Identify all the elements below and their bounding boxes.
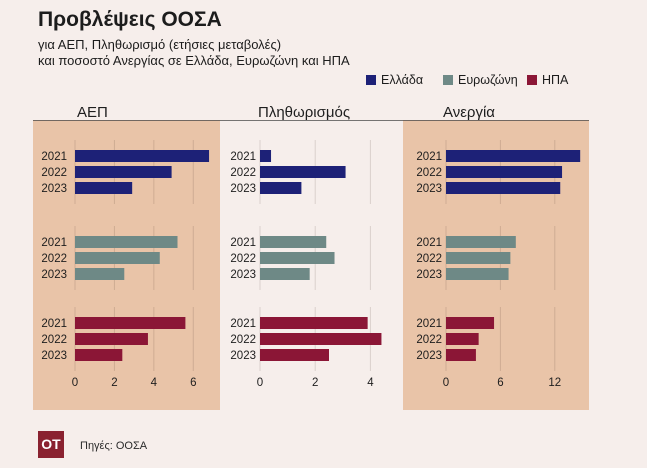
chart-subtitle-line-1: για ΑΕΠ, Πληθωρισμό (ετήσιες μεταβολές) [38, 37, 282, 52]
bar-gdp-usa-2023 [75, 349, 123, 361]
bar-inflation-usa-2023 [260, 349, 329, 361]
panel-title-gdp: ΑΕΠ [77, 104, 108, 121]
year-label: 2021 [230, 151, 256, 163]
tick-label: 12 [548, 377, 561, 389]
legend-label-greece: Ελλάδα [381, 73, 424, 87]
year-label: 2021 [41, 318, 67, 330]
year-label: 2023 [416, 269, 442, 281]
bar-inflation-usa-2022 [260, 333, 382, 345]
tick-label: 4 [151, 377, 158, 389]
year-label: 2022 [230, 167, 256, 179]
bar-gdp-eurozone-2021 [75, 236, 178, 248]
tick-label: 4 [367, 377, 374, 389]
panel-background-gdp [33, 120, 220, 410]
bar-inflation-eurozone-2022 [260, 252, 335, 264]
year-label: 2023 [41, 183, 67, 195]
legend-item-usa: ΗΠΑ [527, 72, 568, 88]
year-label: 2021 [230, 318, 256, 330]
bar-inflation-greece-2021 [260, 150, 272, 162]
panel-title-inflation: Πληθωρισμός [258, 104, 350, 121]
year-label: 2021 [416, 237, 442, 249]
year-label: 2022 [416, 334, 442, 346]
bar-unemployment-usa-2021 [446, 317, 495, 329]
bar-gdp-eurozone-2023 [75, 268, 125, 280]
legend-swatch-eurozone [443, 75, 453, 85]
bar-inflation-eurozone-2023 [260, 268, 310, 280]
bar-inflation-eurozone-2021 [260, 236, 327, 248]
panel-gdp: ΑΕΠ 2021 2022 2023 2021 2022 2023 2021 2022 2023 0… [33, 104, 220, 410]
year-label: 2022 [416, 253, 442, 265]
year-label: 2023 [416, 183, 442, 195]
legend-item-eurozone: Ευρωζώνη [443, 72, 518, 88]
bar-gdp-greece-2021 [75, 150, 210, 162]
bar-unemployment-greece-2021 [446, 150, 581, 162]
year-label: 2021 [416, 151, 442, 163]
tick-label: 0 [72, 377, 78, 389]
year-label: 2023 [230, 269, 256, 281]
publisher-logo-text: OT [41, 436, 61, 452]
year-label: 2022 [41, 334, 67, 346]
chart-title: Προβλέψεις ΟΟΣΑ [38, 8, 222, 31]
year-label: 2023 [41, 269, 67, 281]
legend-label-usa: ΗΠΑ [542, 73, 569, 87]
bar-gdp-greece-2023 [75, 182, 133, 194]
chart-subtitle-line-2: και ποσοστό Ανεργίας σε Ελλάδα, Ευρωζώνη… [38, 53, 350, 68]
tick-label: 0 [257, 377, 263, 389]
bar-gdp-usa-2022 [75, 333, 148, 345]
year-label: 2023 [230, 350, 256, 362]
bar-unemployment-eurozone-2022 [446, 252, 511, 264]
bar-unemployment-eurozone-2023 [446, 268, 509, 280]
year-label: 2023 [416, 350, 442, 362]
tick-label: 0 [443, 377, 449, 389]
legend-swatch-greece [366, 75, 376, 85]
year-label: 2021 [230, 237, 256, 249]
legend-item-greece: Ελλάδα [366, 72, 423, 88]
year-label: 2023 [41, 350, 67, 362]
year-label: 2021 [41, 151, 67, 163]
year-label: 2021 [41, 237, 67, 249]
year-label: 2021 [416, 318, 442, 330]
year-label: 2022 [41, 253, 67, 265]
tick-label: 6 [497, 377, 503, 389]
legend: Ελλάδα Ευρωζώνη ΗΠΑ [366, 72, 596, 88]
publisher-logo: OT [38, 431, 64, 458]
year-label: 2022 [41, 167, 67, 179]
bar-unemployment-greece-2022 [446, 166, 563, 178]
panel-inflation: Πληθωρισμός 2021 2022 2023 2021 2022 2023 2021 2… [230, 104, 382, 389]
year-label: 2022 [230, 253, 256, 265]
panel-background-unemployment [403, 120, 589, 410]
tick-label: 2 [111, 377, 117, 389]
legend-swatch-usa [527, 75, 537, 85]
bar-inflation-greece-2023 [260, 182, 302, 194]
year-label: 2023 [230, 183, 256, 195]
bar-gdp-greece-2022 [75, 166, 172, 178]
bar-gdp-usa-2021 [75, 317, 186, 329]
source-note: Πηγές: ΟΟΣΑ [80, 440, 148, 452]
bar-unemployment-greece-2023 [446, 182, 561, 194]
tick-label: 2 [312, 377, 318, 389]
bar-unemployment-usa-2023 [446, 349, 476, 361]
bar-inflation-usa-2021 [260, 317, 368, 329]
panel-title-unemployment: Ανεργία [443, 104, 495, 121]
legend-label-eurozone: Ευρωζώνη [458, 73, 518, 87]
year-label: 2022 [416, 167, 442, 179]
year-label: 2022 [230, 334, 256, 346]
bar-inflation-greece-2022 [260, 166, 346, 178]
bar-unemployment-eurozone-2021 [446, 236, 516, 248]
panel-unemployment: Ανεργία 2021 2022 2023 2021 2022 2023 2021 2022 2… [403, 104, 589, 410]
tick-label: 6 [190, 377, 196, 389]
bar-gdp-eurozone-2022 [75, 252, 160, 264]
bar-unemployment-usa-2022 [446, 333, 479, 345]
